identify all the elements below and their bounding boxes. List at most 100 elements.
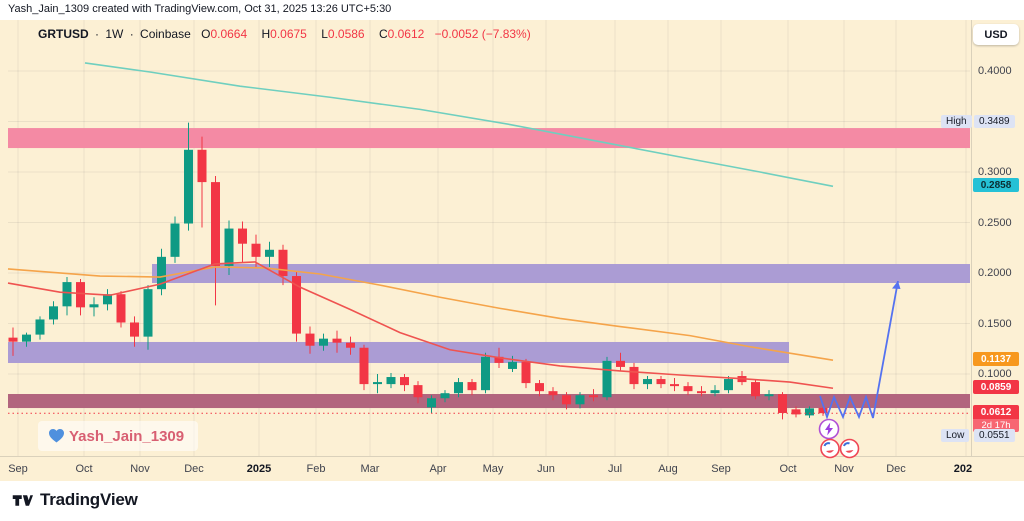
time-tick-label: Sep bbox=[8, 463, 28, 475]
candle bbox=[251, 243, 261, 257]
open-value: 0.0664 bbox=[210, 27, 248, 41]
open-label: O bbox=[201, 27, 211, 41]
blue-heart-icon bbox=[49, 429, 64, 443]
close-value: 0.0612 bbox=[387, 27, 425, 41]
time-tick-label: Jun bbox=[537, 463, 555, 475]
arrow-head bbox=[892, 281, 901, 289]
candle bbox=[589, 395, 598, 398]
candle bbox=[292, 276, 301, 334]
time-axis-separator bbox=[0, 456, 1024, 457]
time-tick-label: Oct bbox=[779, 463, 797, 475]
candle bbox=[710, 390, 720, 394]
ma-teal-price-badge: 0.2858 bbox=[973, 178, 1019, 193]
ma-red-price-badge: 0.0859 bbox=[973, 380, 1019, 395]
candle bbox=[548, 391, 558, 396]
candle bbox=[143, 289, 153, 337]
candle bbox=[76, 282, 85, 308]
low-value: 0.0586 bbox=[327, 27, 365, 41]
demand-zone bbox=[8, 341, 789, 363]
time-tick-label: Oct bbox=[75, 463, 93, 475]
low-label: L bbox=[321, 27, 328, 41]
symbol-name[interactable]: GRTUSD bbox=[38, 27, 89, 41]
candle bbox=[103, 294, 112, 305]
time-tick-label: Mar bbox=[360, 463, 380, 475]
currency-toggle-button[interactable]: USD bbox=[973, 24, 1019, 45]
author-watermark[interactable]: Yash_Jain_1309 bbox=[38, 421, 199, 451]
candle bbox=[521, 361, 531, 384]
candle bbox=[332, 338, 342, 343]
time-tick-label: Aug bbox=[658, 463, 678, 475]
candle bbox=[643, 379, 652, 385]
time-tick-label: Jul bbox=[607, 463, 623, 475]
candle bbox=[8, 337, 18, 342]
tradingview-mark-icon bbox=[12, 494, 33, 506]
candle bbox=[670, 384, 679, 387]
candle bbox=[818, 407, 828, 414]
time-tick-label: 2025 bbox=[246, 463, 272, 475]
candle bbox=[454, 382, 463, 394]
footer-bar: TradingView bbox=[0, 481, 1024, 521]
projection-zigzag bbox=[819, 280, 899, 420]
candle bbox=[427, 398, 436, 408]
candle bbox=[400, 377, 409, 386]
candle bbox=[764, 394, 774, 397]
time-tick-label: Nov bbox=[834, 463, 854, 475]
ma-orange bbox=[7, 266, 834, 361]
candle bbox=[170, 223, 180, 257]
high-price-chip: High bbox=[941, 114, 972, 128]
time-axis[interactable]: Sep Oct Nov Dec 2025 Feb Mar Apr May Jun Jul Aug Sep… bbox=[0, 457, 972, 481]
high-label: H bbox=[261, 27, 271, 41]
candle bbox=[211, 182, 220, 266]
candle bbox=[616, 360, 625, 367]
candle bbox=[629, 366, 639, 385]
candle bbox=[62, 282, 72, 307]
candle bbox=[602, 360, 612, 398]
candle bbox=[413, 385, 423, 398]
ma-teal bbox=[84, 62, 834, 188]
price-tick-label: 0.1500 bbox=[978, 317, 1012, 330]
time-tick-label: Apr bbox=[429, 463, 447, 475]
price-tick-label: 0.4000 bbox=[978, 65, 1012, 77]
ma-red bbox=[7, 261, 834, 390]
candle bbox=[373, 382, 382, 385]
price-tick-label: 0.3000 bbox=[978, 166, 1012, 178]
candle bbox=[508, 361, 517, 369]
rofl-emoji-sticker[interactable] bbox=[820, 438, 860, 464]
price-tick-label: 0.2000 bbox=[978, 267, 1012, 279]
chart-plot[interactable] bbox=[0, 20, 1024, 481]
low-price-value: 0.0551 bbox=[974, 429, 1015, 443]
candle bbox=[197, 149, 207, 183]
last-price-badge: 0.0612 2d 17h bbox=[973, 405, 1019, 433]
legend-separator: · bbox=[129, 27, 134, 41]
legend-separator: · bbox=[95, 27, 100, 41]
close-label: C bbox=[378, 27, 388, 41]
lightning-sticker[interactable] bbox=[818, 418, 840, 445]
candle bbox=[89, 304, 99, 308]
candle bbox=[224, 228, 234, 266]
candle bbox=[116, 294, 126, 323]
candle bbox=[22, 334, 31, 342]
symbol-legend: GRTUSD · 1W · Coinbase O0.0664 H0.0675 L… bbox=[38, 27, 538, 41]
high-value: 0.0675 bbox=[270, 27, 307, 41]
price-tick-label: 0.1000 bbox=[978, 368, 1012, 380]
candle bbox=[359, 347, 369, 385]
candle bbox=[35, 319, 45, 335]
candle bbox=[386, 377, 396, 385]
chart-area[interactable]: GRTUSD · 1W · Coinbase O0.0664 H0.0675 L… bbox=[0, 20, 1024, 481]
candle bbox=[697, 391, 706, 394]
price-tick-label: 0.2500 bbox=[978, 216, 1012, 229]
tradingview-logo[interactable]: TradingView bbox=[12, 490, 138, 510]
brand-name: TradingView bbox=[40, 490, 138, 509]
time-tick-label: Dec bbox=[886, 463, 906, 475]
candle bbox=[130, 322, 139, 337]
candle bbox=[751, 382, 760, 397]
candle bbox=[49, 306, 58, 320]
candle bbox=[238, 228, 247, 244]
candle bbox=[481, 356, 490, 391]
candle bbox=[535, 383, 544, 392]
last-price-value: 0.0612 bbox=[973, 405, 1019, 420]
price-axis[interactable]: 0.4000 0.3000 0.2500 0.2000 0.1500 0.1000 bbox=[972, 20, 1024, 456]
symbol-interval[interactable]: 1W bbox=[105, 27, 124, 41]
support-zone bbox=[8, 393, 970, 409]
